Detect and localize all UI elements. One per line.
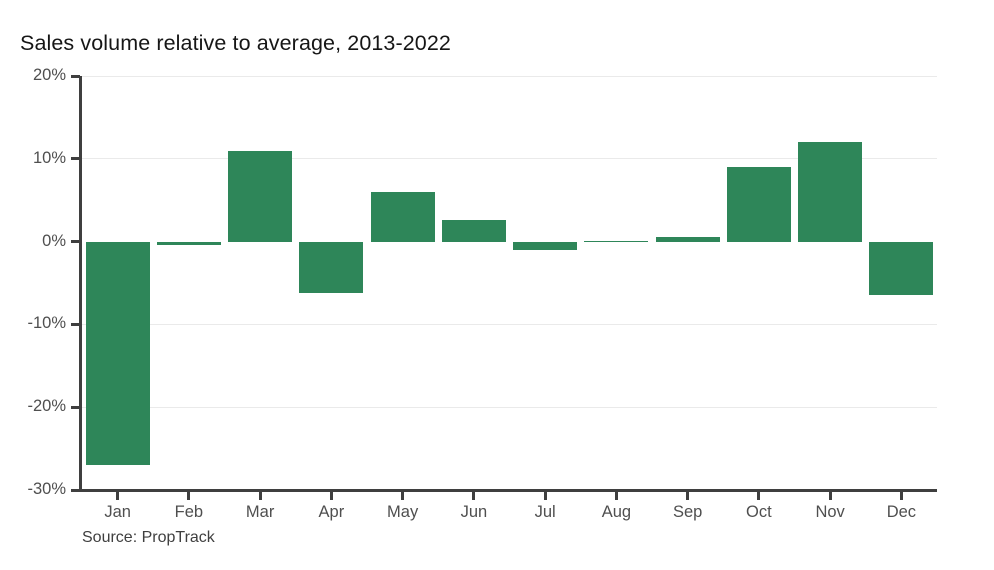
y-tick-10	[71, 157, 80, 161]
y-tick--20	[71, 405, 80, 409]
bar-dec	[869, 241, 934, 296]
gridline-20	[82, 75, 937, 77]
x-tick-jun	[472, 492, 476, 500]
bar-sep	[655, 237, 720, 242]
x-tick-label-jan: Jan	[104, 503, 131, 521]
x-tick-feb	[187, 492, 191, 500]
y-tick-label--20: -20%	[27, 397, 66, 416]
gridline-10	[82, 158, 937, 160]
y-tick-20	[71, 74, 80, 78]
x-tick-nov	[828, 492, 832, 500]
chart-title: Sales volume relative to average, 2013-2…	[20, 31, 451, 55]
x-tick-apr	[329, 492, 333, 500]
bar-jul	[513, 241, 578, 250]
x-tick-label-jul: Jul	[534, 503, 556, 521]
gridline--20	[82, 406, 937, 408]
x-tick-label-apr: Apr	[318, 503, 345, 521]
x-tick-dec	[899, 492, 903, 500]
y-tick-0	[71, 240, 80, 244]
x-tick-label-dec: Dec	[886, 503, 917, 521]
bar-aug	[584, 240, 649, 242]
bar-mar	[228, 150, 293, 242]
y-tick-label-0: 0%	[42, 231, 66, 250]
x-tick-label-feb: Feb	[174, 503, 204, 521]
x-tick-label-aug: Aug	[601, 503, 632, 521]
bar-feb	[156, 241, 221, 245]
source-caption: Source: PropTrack	[82, 529, 215, 546]
x-tick-may	[401, 492, 405, 500]
y-tick--10	[71, 322, 80, 326]
x-tick-aug	[614, 492, 618, 500]
y-axis-line	[79, 76, 82, 492]
x-tick-label-mar: Mar	[245, 503, 275, 521]
x-tick-label-jun: Jun	[460, 503, 488, 521]
x-tick-label-nov: Nov	[815, 503, 845, 521]
bar-oct	[726, 167, 791, 242]
y-tick-label--30: -30%	[27, 480, 66, 498]
x-tick-oct	[757, 492, 761, 500]
y-tick-label--10: -10%	[27, 314, 66, 333]
gridline--10	[82, 323, 937, 325]
bar-apr	[299, 241, 364, 293]
bar-jan	[85, 241, 150, 466]
bar-may	[370, 191, 435, 242]
y-tick--30	[71, 488, 80, 492]
x-axis-line	[79, 489, 937, 492]
y-tick-label-10: 10%	[32, 148, 66, 167]
x-tick-label-sep: Sep	[672, 503, 703, 521]
bar-nov	[798, 142, 863, 242]
x-tick-label-oct: Oct	[746, 503, 772, 521]
x-tick-sep	[686, 492, 690, 500]
x-tick-label-may: May	[387, 503, 419, 521]
y-tick-label-20: 20%	[32, 66, 66, 84]
x-tick-jan	[116, 492, 120, 500]
bar-jun	[441, 220, 506, 242]
x-tick-jul	[543, 492, 547, 500]
x-tick-mar	[258, 492, 262, 500]
